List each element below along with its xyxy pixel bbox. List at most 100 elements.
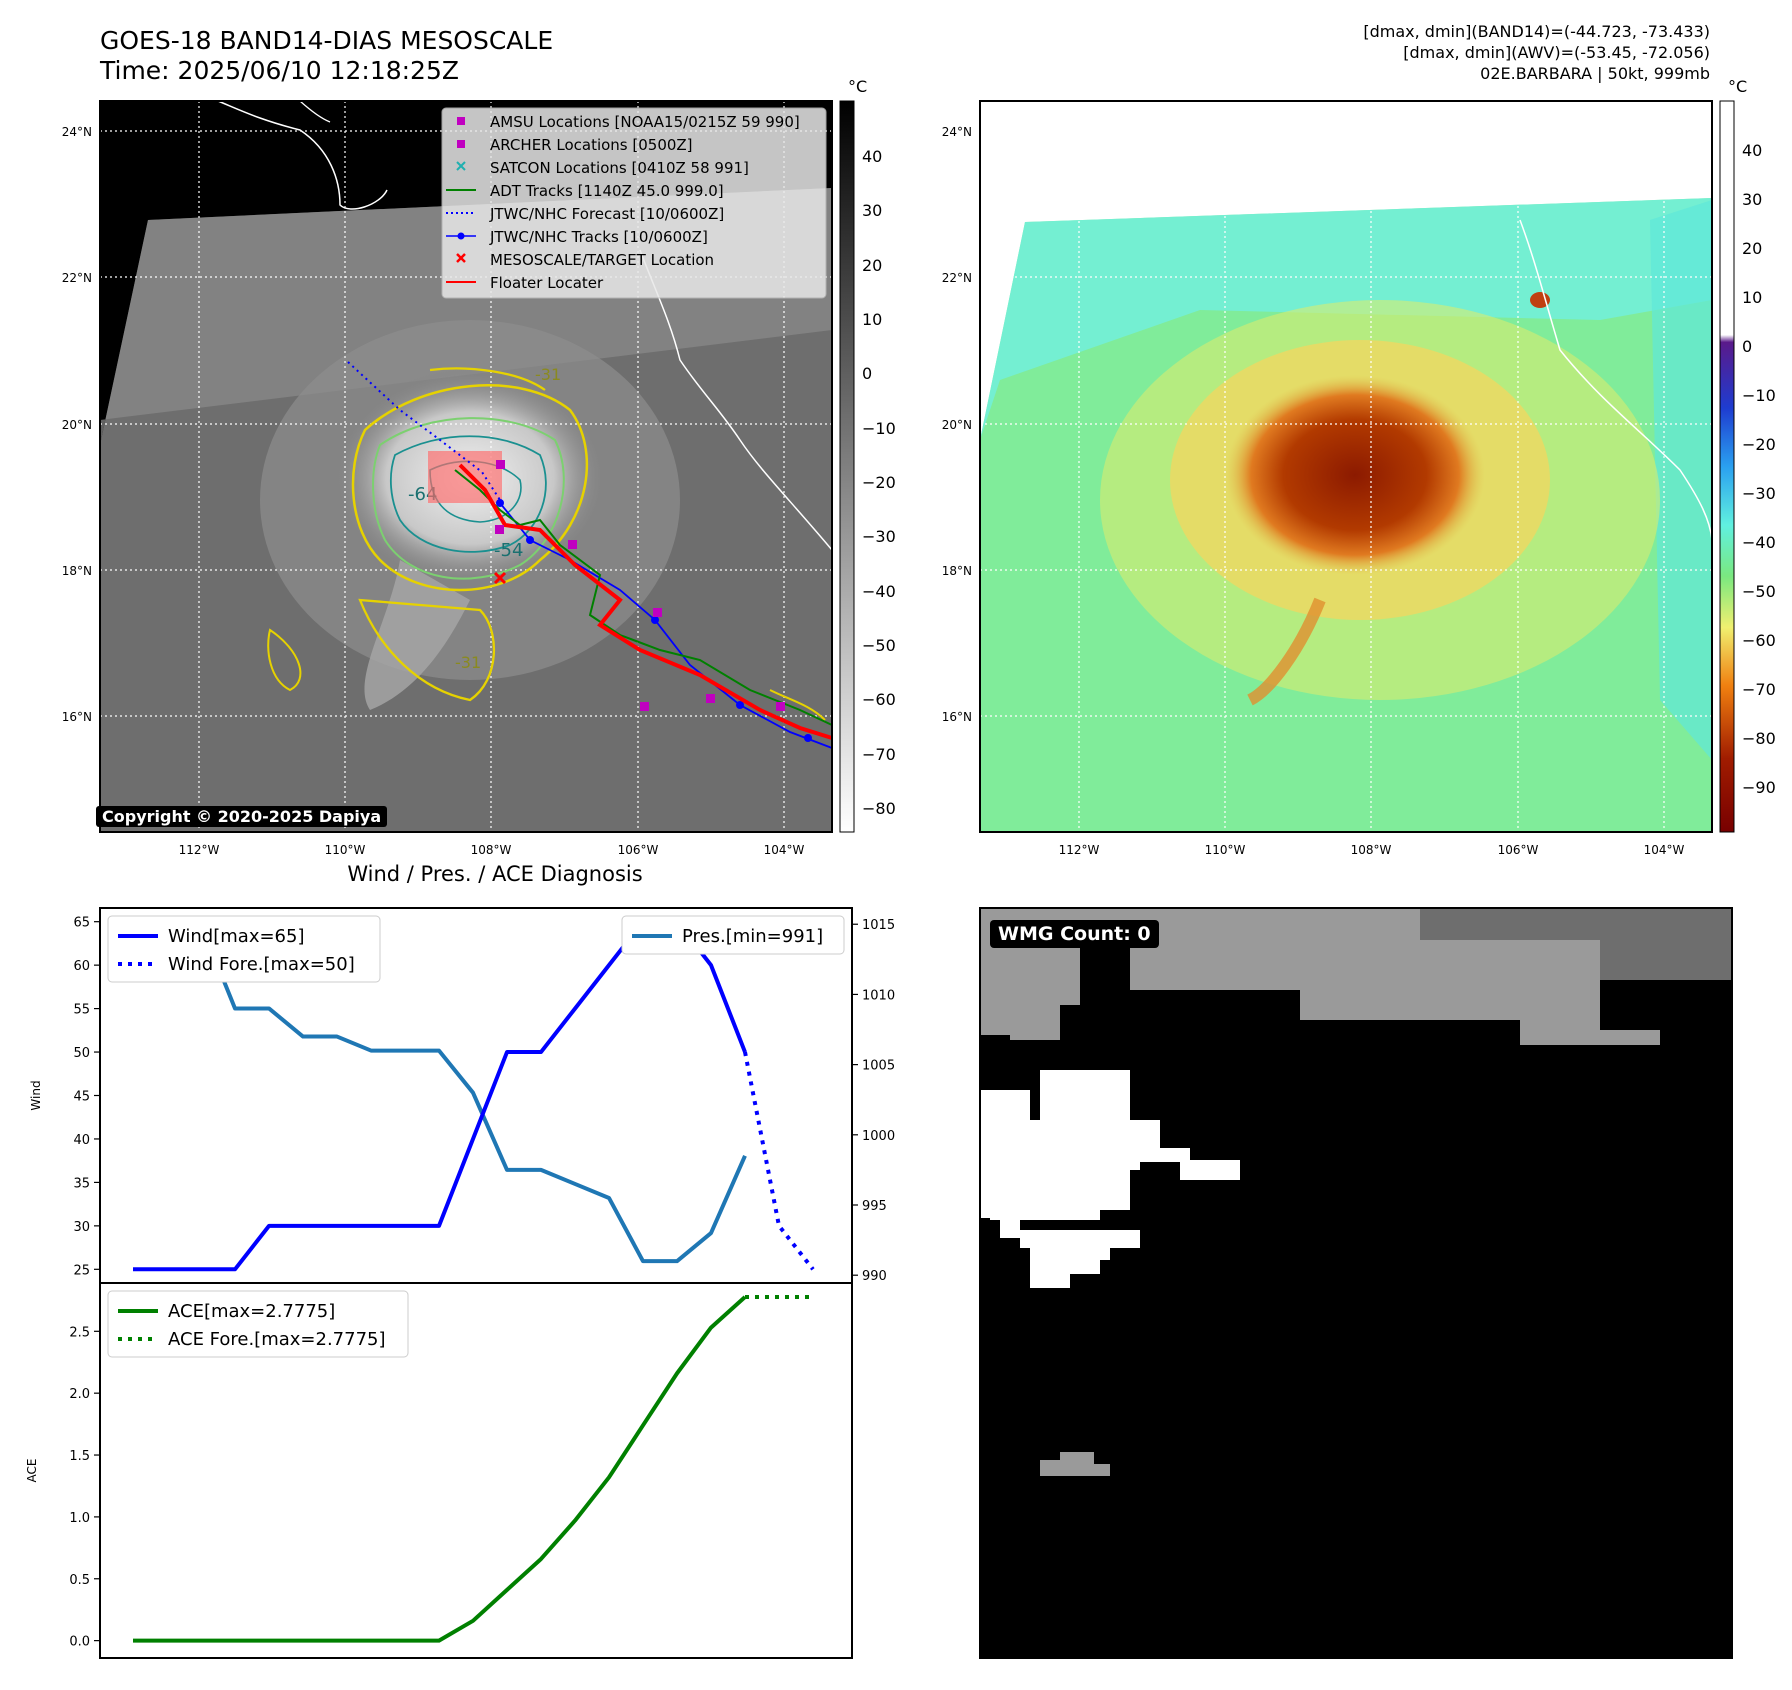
svg-text:106°W: 106°W — [1498, 843, 1539, 857]
target-location-marker — [493, 571, 507, 585]
svg-text:18°N: 18°N — [62, 564, 92, 578]
copyright-badge: Copyright © 2020-2025 Dapiya — [96, 806, 388, 827]
contour-label-31a: -31 — [535, 365, 561, 384]
svg-text:104°W: 104°W — [764, 843, 805, 857]
awv-colorbar — [1719, 100, 1735, 833]
ace-tick-label: 1.5 — [69, 1449, 90, 1464]
svg-text:16°N: 16°N — [942, 710, 972, 724]
svg-text:104°W: 104°W — [1644, 843, 1685, 857]
svg-text:40: 40 — [1742, 141, 1762, 160]
ace-axis-label: ACE — [25, 1459, 39, 1483]
ace-legend-label: ACE Fore.[max=2.7775] — [168, 1329, 386, 1350]
svg-text:−80: −80 — [862, 799, 896, 818]
amsu-markers — [495, 460, 785, 711]
wind-legend-label: Wind Fore.[max=50] — [168, 954, 355, 975]
legend-adt: ADT Tracks [1140Z 45.0 999.0] — [490, 182, 724, 200]
wind-tick-label: 45 — [73, 1090, 90, 1105]
ace-tick-label: 2.0 — [69, 1387, 90, 1402]
wind-axis-label: Wind — [29, 1080, 43, 1110]
wmg-white-region — [1180, 1160, 1240, 1180]
floater-locater-track — [458, 463, 833, 740]
svg-text:20: 20 — [862, 256, 882, 275]
svg-text:108°W: 108°W — [1351, 843, 1392, 857]
wind-tick-label: 35 — [73, 1176, 90, 1191]
page-title: GOES-18 BAND14-DIAS MESOSCALE — [100, 26, 554, 55]
pressure-tick-label: 1015 — [862, 918, 895, 933]
ir-lon-labels: 112°W 110°W 108°W 106°W 104°W — [179, 843, 805, 857]
svg-text:−40: −40 — [862, 582, 896, 601]
wind-tick-label: 30 — [73, 1220, 90, 1235]
ir-map-panel: -64 -54 -31 -31 AMSU Locations [NOAA15/0… — [62, 77, 1776, 857]
wind-legend — [107, 915, 381, 983]
svg-text:106°W: 106°W — [618, 843, 659, 857]
ace-line — [133, 1295, 747, 1643]
diagnosis-title: Wind / Pres. / ACE Diagnosis — [347, 862, 643, 886]
svg-text:24°N: 24°N — [62, 125, 92, 139]
wmg-panel — [940, 907, 1733, 1659]
ace-tick-label: 2.5 — [69, 1325, 90, 1340]
svg-text:−70: −70 — [1742, 680, 1776, 699]
svg-text:112°W: 112°W — [179, 843, 220, 857]
baja-coastline — [217, 100, 388, 210]
timestamp: Time: 2025/06/10 12:18:25Z — [100, 56, 459, 85]
svg-text:−50: −50 — [1742, 582, 1776, 601]
svg-text:−40: −40 — [1742, 533, 1776, 552]
wind-forecast-line — [743, 1051, 815, 1271]
contour-label-54: -54 — [494, 540, 523, 561]
pressure-legend — [621, 915, 845, 955]
svg-text:−50: −50 — [862, 636, 896, 655]
track-legend-labels: AMSU Locations [NOAA15/0215Z 59 990] ARC… — [489, 113, 800, 292]
wind-tick-label: 60 — [73, 959, 90, 974]
wind-tick-label: 40 — [73, 1133, 90, 1148]
ace-legend — [107, 1290, 409, 1358]
adt-track — [454, 469, 833, 726]
svg-text:0: 0 — [862, 364, 872, 383]
pressure-tick-label: 1005 — [862, 1059, 895, 1074]
svg-text:24°N: 24°N — [942, 125, 972, 139]
nhc-forecast-track — [347, 361, 501, 501]
svg-text:40: 40 — [862, 147, 882, 166]
storm-info: 02E.BARBARA | 50kt, 999mb — [1480, 64, 1710, 83]
svg-text:20°N: 20°N — [62, 418, 92, 432]
svg-text:−10: −10 — [1742, 386, 1776, 405]
diagnosis-chart: 25 30 35 40 45 50 55 60 65 990 995 1000 1005 1010 1015… — [25, 907, 895, 1659]
svg-text:112°W: 112°W — [1059, 843, 1100, 857]
svg-text:−60: −60 — [862, 690, 896, 709]
awv-colorbar-unit: °C — [1728, 77, 1747, 96]
svg-text:110°W: 110°W — [1205, 843, 1246, 857]
svg-text:10: 10 — [862, 310, 882, 329]
awv-lon-labels: 112°W 110°W 108°W 106°W 104°W — [1059, 843, 1685, 857]
svg-text:30: 30 — [862, 201, 882, 220]
svg-text:16°N: 16°N — [62, 710, 92, 724]
ace-legend-label: ACE[max=2.7775] — [168, 1301, 335, 1322]
svg-text:22°N: 22°N — [942, 271, 972, 285]
wind-tick-label: 65 — [73, 916, 90, 931]
awv-colorbar-ticks: 40 30 20 10 0 −10 −20 −30 −40 −50 −60 −7… — [1742, 141, 1776, 797]
pressure-tick-label: 1000 — [862, 1129, 895, 1144]
wind-tick-label: 25 — [73, 1263, 90, 1278]
svg-text:−20: −20 — [1742, 435, 1776, 454]
contour-label-31b: -31 — [455, 653, 481, 672]
awv-gridlines — [980, 101, 1712, 832]
ir-colorbar-ticks: 40 30 20 10 0 −10 −20 −30 −40 −50 −60 −7… — [862, 147, 896, 818]
awv-storm-core — [1225, 375, 1485, 575]
legend-target: MESOSCALE/TARGET Location — [490, 251, 714, 269]
contour-minus40 — [372, 417, 565, 580]
ace-tick-label: 0.5 — [69, 1573, 90, 1588]
contour-minus31 — [351, 384, 589, 592]
track-legend — [441, 107, 827, 299]
svg-text:110°W: 110°W — [325, 843, 366, 857]
svg-text:−70: −70 — [862, 745, 896, 764]
svg-text:10: 10 — [1742, 288, 1762, 307]
ir-colorbar — [839, 100, 855, 833]
legend-floater: Floater Locater — [490, 274, 604, 292]
band14-range: [dmax, dmin](BAND14)=(-44.723, -73.433) — [1363, 22, 1710, 41]
svg-text:−90: −90 — [1742, 778, 1776, 797]
ir-lat-labels: 24°N 22°N 20°N 18°N 16°N — [62, 125, 92, 724]
ir-colorbar-unit: °C — [848, 77, 867, 96]
svg-text:−30: −30 — [1742, 484, 1776, 503]
legend-nhc-tracks: JTWC/NHC Tracks [10/0600Z] — [489, 228, 708, 246]
wmg-gray-region — [980, 908, 1732, 1045]
awv-coastline — [1519, 219, 1713, 541]
wind-tick-label: 55 — [73, 1003, 90, 1018]
